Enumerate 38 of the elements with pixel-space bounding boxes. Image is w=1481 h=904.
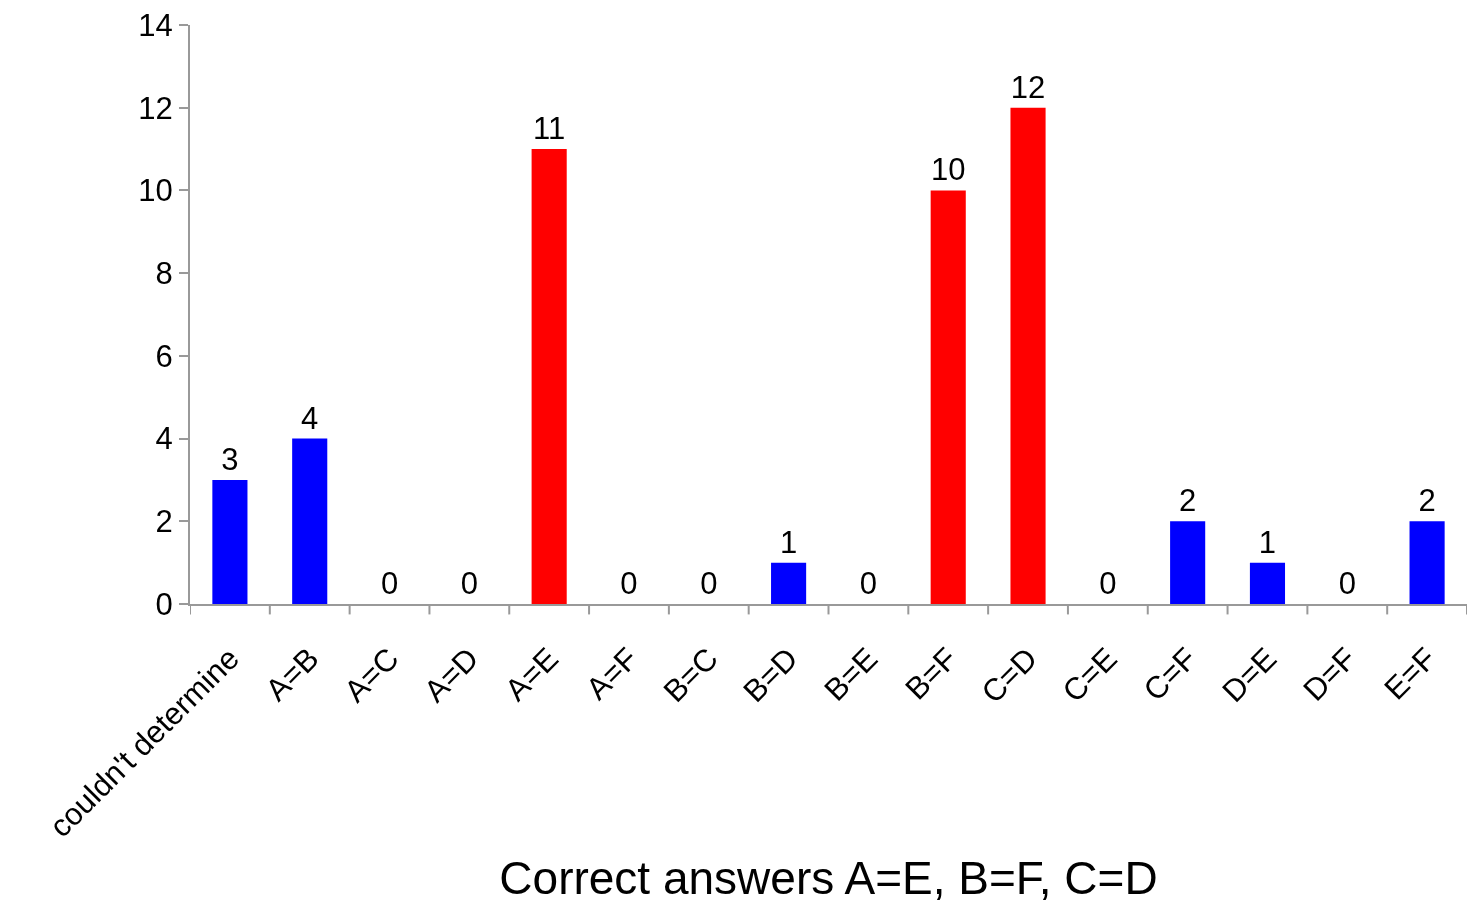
x-tick-label: C=E: [1055, 640, 1124, 709]
bar: [1170, 521, 1206, 604]
bar: [1249, 562, 1286, 604]
bar: [292, 438, 328, 604]
data-label: 0: [1099, 566, 1117, 601]
data-label: 0: [380, 566, 399, 601]
x-axis-title: Correct answers A=E, B=F, C=D: [499, 852, 1158, 904]
data-label: 2: [1418, 483, 1436, 519]
y-tick-label: 10: [138, 173, 173, 209]
data-label: 1: [1258, 524, 1277, 560]
bar: [1010, 107, 1046, 604]
data-label: 0: [460, 566, 478, 601]
y-tick-label: 12: [138, 90, 173, 126]
x-tick-label: C=D: [974, 640, 1044, 711]
x-tick-label: B=D: [736, 640, 805, 709]
data-label: 0: [1338, 566, 1356, 601]
bar: [531, 149, 567, 604]
bar: [1409, 521, 1445, 604]
y-tick-label: 0: [155, 586, 173, 622]
y-tick-label: 6: [155, 338, 173, 374]
bar: [771, 562, 807, 604]
x-tick-label: C=F: [1136, 640, 1204, 708]
y-tick-label: 14: [138, 7, 173, 43]
y-tick-label: 4: [155, 421, 173, 457]
data-label: 3: [221, 441, 239, 477]
y-tick-label: 2: [155, 504, 173, 540]
data-label: 1: [779, 524, 798, 560]
y-tick-label: 8: [155, 255, 173, 291]
data-label: 12: [1010, 69, 1046, 105]
bar: [930, 190, 966, 604]
data-label: 11: [533, 111, 566, 147]
data-label: 4: [301, 400, 319, 436]
bar: [212, 479, 248, 604]
data-label: 0: [859, 566, 878, 601]
data-label: 0: [620, 566, 638, 601]
data-label: 0: [700, 566, 718, 601]
data-label: 10: [930, 152, 966, 188]
data-label: 2: [1179, 483, 1197, 519]
